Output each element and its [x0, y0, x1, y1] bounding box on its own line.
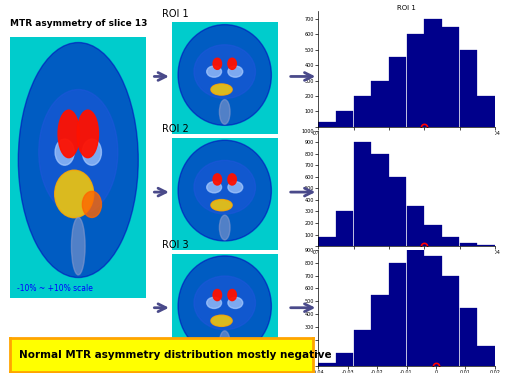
Ellipse shape	[178, 140, 271, 241]
Ellipse shape	[207, 297, 222, 308]
Ellipse shape	[220, 100, 230, 124]
Text: ROI 2: ROI 2	[162, 124, 188, 134]
Bar	[424, 19, 442, 127]
Ellipse shape	[213, 289, 222, 301]
Ellipse shape	[211, 315, 232, 326]
Text: -10% ~ +10% scale: -10% ~ +10% scale	[17, 284, 93, 293]
Bar	[371, 295, 389, 366]
Bar	[424, 225, 442, 246]
Ellipse shape	[82, 139, 102, 165]
Ellipse shape	[213, 58, 222, 69]
Ellipse shape	[207, 66, 222, 77]
Bar	[442, 276, 460, 366]
Ellipse shape	[178, 25, 271, 125]
Bar	[318, 363, 336, 366]
Bar	[477, 346, 495, 366]
Ellipse shape	[211, 200, 232, 211]
Ellipse shape	[228, 297, 243, 308]
Ellipse shape	[213, 174, 222, 185]
Text: MTR asymmetry of slice 13: MTR asymmetry of slice 13	[10, 19, 147, 28]
Bar	[371, 154, 389, 246]
Bar	[424, 256, 442, 366]
Bar	[407, 34, 424, 127]
Bar	[389, 57, 407, 127]
Bar	[318, 237, 336, 246]
Ellipse shape	[220, 331, 230, 355]
Bar	[336, 211, 354, 246]
Ellipse shape	[220, 215, 230, 240]
Ellipse shape	[228, 66, 243, 77]
Bar	[407, 206, 424, 246]
Bar	[371, 81, 389, 127]
Ellipse shape	[207, 182, 222, 193]
Ellipse shape	[194, 45, 256, 98]
Ellipse shape	[55, 170, 94, 218]
Bar	[460, 308, 477, 366]
Ellipse shape	[228, 289, 236, 301]
Title: ROI 1: ROI 1	[397, 5, 416, 11]
Bar	[354, 142, 371, 246]
Bar	[354, 330, 371, 366]
Ellipse shape	[77, 110, 98, 158]
Bar	[477, 245, 495, 246]
Ellipse shape	[55, 139, 74, 165]
Bar	[442, 237, 460, 246]
Text: Normal MTR asymmetry distribution mostly negative: Normal MTR asymmetry distribution mostly…	[19, 350, 332, 360]
Ellipse shape	[228, 58, 236, 69]
Text: ROI 3: ROI 3	[162, 240, 188, 250]
Bar	[389, 177, 407, 246]
Bar	[460, 50, 477, 127]
Ellipse shape	[82, 191, 102, 217]
Bar	[354, 96, 371, 127]
Ellipse shape	[228, 174, 236, 185]
Ellipse shape	[178, 256, 271, 357]
Text: ROI 1: ROI 1	[162, 9, 188, 19]
Ellipse shape	[194, 160, 256, 214]
Ellipse shape	[39, 90, 118, 215]
Ellipse shape	[211, 84, 232, 95]
Bar	[389, 263, 407, 366]
Bar	[336, 112, 354, 127]
Ellipse shape	[18, 43, 138, 278]
Ellipse shape	[72, 217, 85, 275]
Ellipse shape	[194, 276, 256, 330]
Bar	[336, 353, 354, 366]
Bar	[407, 250, 424, 366]
Bar	[318, 122, 336, 127]
Ellipse shape	[228, 182, 243, 193]
Bar	[477, 96, 495, 127]
Bar	[460, 243, 477, 246]
Bar	[442, 26, 460, 127]
Ellipse shape	[58, 110, 79, 158]
